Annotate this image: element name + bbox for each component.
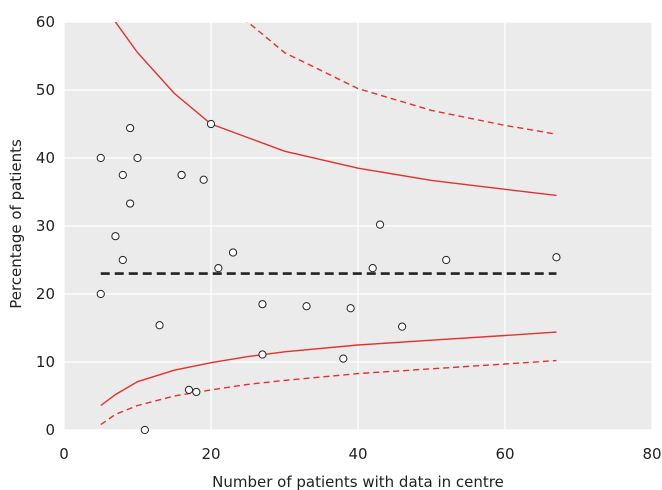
x-tick-label: 80 xyxy=(642,445,661,463)
y-axis-label: Percentage of patients xyxy=(7,139,25,309)
control-limit-dashed xyxy=(245,22,557,135)
data-point xyxy=(192,387,201,397)
x-tick-labels: 0 20 40 60 80 xyxy=(59,445,661,463)
control-limit-solid xyxy=(100,331,557,407)
data-point xyxy=(442,255,451,265)
data-point xyxy=(126,199,135,208)
data-point xyxy=(346,304,355,313)
control-limit-solid xyxy=(114,22,557,197)
control-limit-dashed xyxy=(100,359,557,426)
data-point xyxy=(398,322,407,331)
data-point xyxy=(339,354,348,363)
data-point xyxy=(552,253,561,262)
data-point xyxy=(228,248,238,257)
y-tick-label: 40 xyxy=(36,149,55,167)
data-point xyxy=(302,302,311,311)
y-tick-labels: 0 10 20 30 40 50 60 xyxy=(36,13,55,439)
data-point xyxy=(199,175,208,184)
data-point xyxy=(155,321,164,330)
data-point xyxy=(258,300,267,309)
x-tick-label: 0 xyxy=(59,445,69,463)
data-point xyxy=(375,220,385,229)
data-point xyxy=(126,123,135,133)
y-tick-label: 30 xyxy=(36,217,55,235)
x-tick-label: 40 xyxy=(348,445,367,463)
y-tick-label: 60 xyxy=(36,13,55,31)
limit-lines xyxy=(100,22,557,426)
x-tick-label: 60 xyxy=(495,445,514,463)
y-tick-label: 20 xyxy=(36,285,55,303)
x-tick-label: 20 xyxy=(201,445,220,463)
data-point xyxy=(184,385,194,394)
data-point xyxy=(214,264,223,273)
data-point xyxy=(133,153,142,163)
data-point xyxy=(96,289,105,299)
data-point xyxy=(258,350,267,359)
data-point xyxy=(368,264,377,273)
data-point xyxy=(177,170,186,180)
y-tick-label: 50 xyxy=(36,81,55,99)
data-point xyxy=(118,170,127,180)
data-point xyxy=(118,255,127,265)
x-axis-label: Number of patients with data in centre xyxy=(212,473,504,490)
data-point xyxy=(140,425,149,435)
data-point xyxy=(206,119,216,129)
grid-lines xyxy=(63,21,653,431)
data-point xyxy=(96,153,105,163)
data-point xyxy=(111,232,120,241)
data-points xyxy=(96,119,561,435)
y-tick-label: 0 xyxy=(45,421,55,439)
y-tick-label: 10 xyxy=(36,353,55,371)
